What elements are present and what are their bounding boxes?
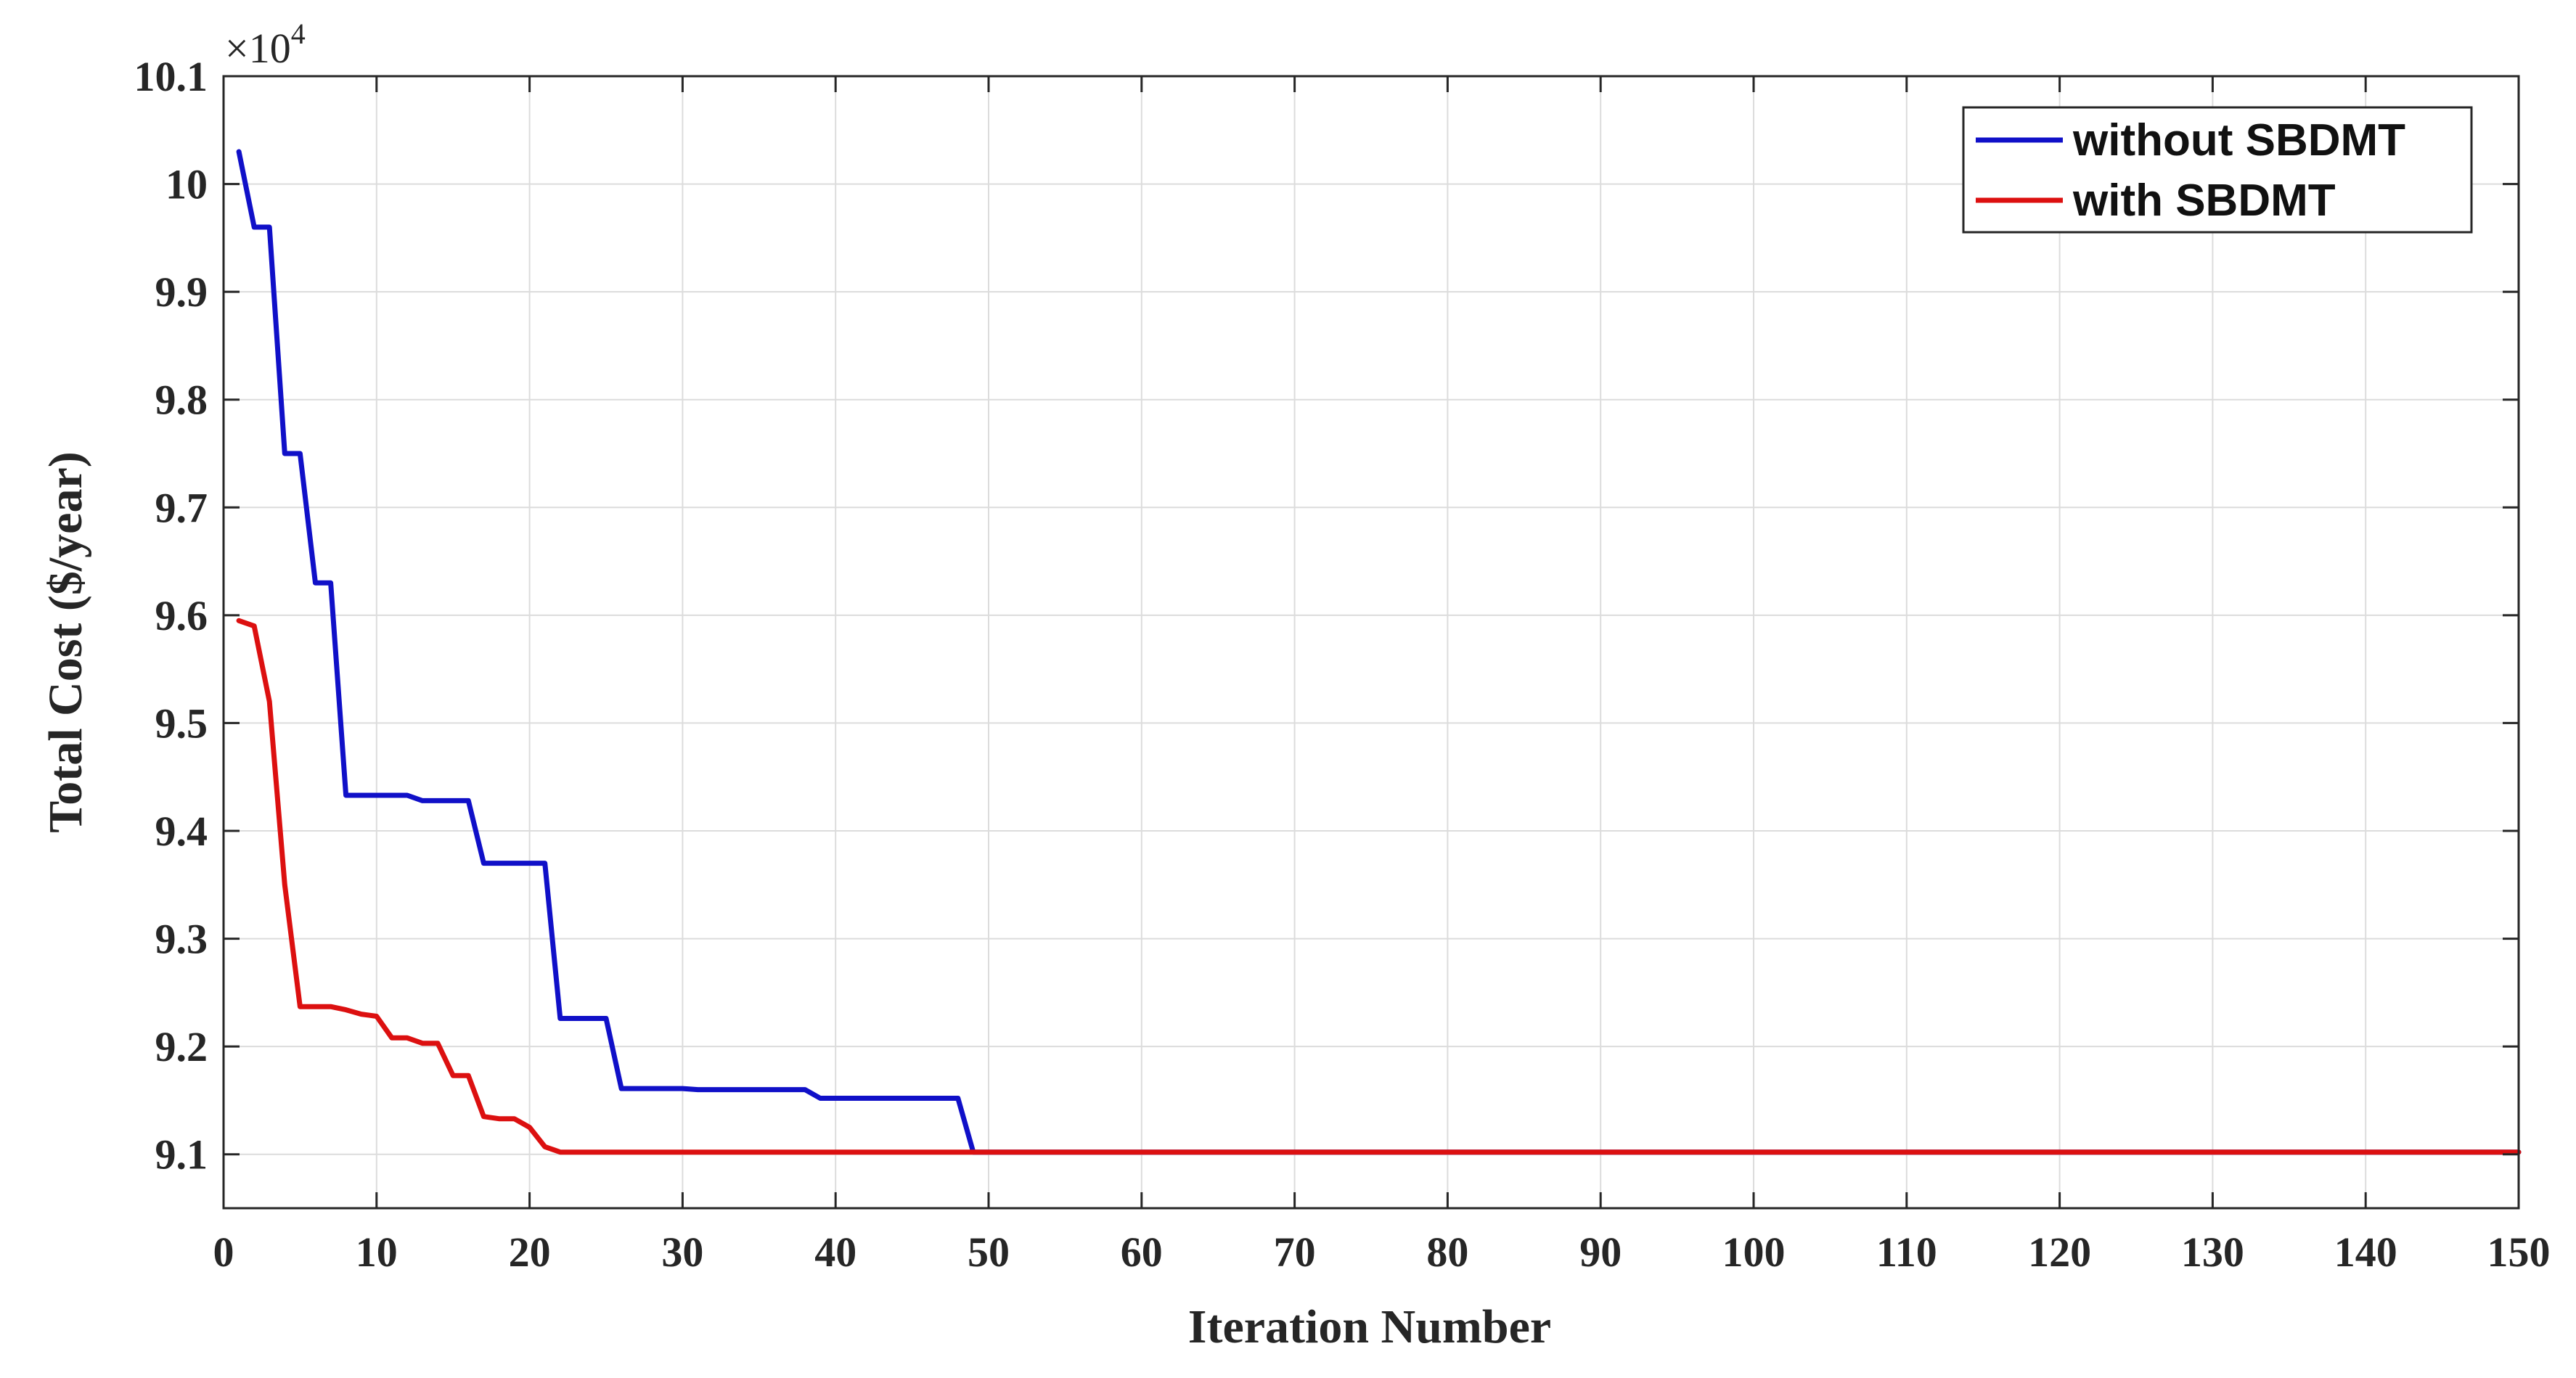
x-tick-label: 110 xyxy=(1876,1229,1937,1276)
x-tick-label: 140 xyxy=(2334,1229,2397,1276)
y-tick-label: 10 xyxy=(165,161,208,208)
x-tick-label: 80 xyxy=(1426,1229,1468,1276)
y-tick-label: 9.4 xyxy=(155,808,208,855)
legend: without SBDMT with SBDMT xyxy=(1962,106,2473,234)
y-tick-label: 9.7 xyxy=(155,484,208,531)
y-exponent-power: 4 xyxy=(291,17,306,50)
y-exponent-label: ×104 xyxy=(225,17,306,72)
x-tick-label: 100 xyxy=(1722,1229,1786,1276)
x-tick-label: 120 xyxy=(2028,1229,2091,1276)
y-tick-label: 9.1 xyxy=(155,1131,208,1178)
x-tick-label: 70 xyxy=(1274,1229,1316,1276)
x-tick-label: 20 xyxy=(509,1229,551,1276)
plot-area-frame xyxy=(222,75,2520,1210)
x-tick-label: 90 xyxy=(1579,1229,1622,1276)
x-tick-label: 30 xyxy=(661,1229,703,1276)
legend-box xyxy=(1962,106,2473,234)
axis-ticks: 0 10 20 30 40 50 60 70 80 90 100 110 120 130 140 150 9.1… xyxy=(134,53,2551,1276)
x-axis-title: Iteration Number xyxy=(1188,1300,1551,1353)
legend-label-with-sbdmt: with SBDMT xyxy=(2072,176,2336,226)
y-exponent-base: ×10 xyxy=(225,25,291,72)
x-tick-label: 10 xyxy=(356,1229,398,1276)
y-tick-label: 9.8 xyxy=(155,377,208,424)
series-lines xyxy=(236,149,2522,1155)
x-tick-label: 40 xyxy=(814,1229,856,1276)
legend-label-without-sbdmt: without SBDMT xyxy=(2072,115,2405,165)
series-line-with-sbdmt xyxy=(236,618,2522,1155)
x-tick-label: 130 xyxy=(2181,1229,2244,1276)
y-tick-label: 10.1 xyxy=(134,53,208,100)
y-tick-label: 9.6 xyxy=(155,592,208,639)
x-tick-label: 150 xyxy=(2487,1229,2551,1276)
y-tick-label: 9.9 xyxy=(155,268,208,316)
y-tick-label: 9.2 xyxy=(155,1023,208,1070)
y-tick-label: 9.3 xyxy=(155,916,208,963)
x-tick-label: 60 xyxy=(1121,1229,1163,1276)
y-tick-label: 9.5 xyxy=(155,700,208,747)
x-tick-label: 50 xyxy=(968,1229,1010,1276)
x-tick-label: 0 xyxy=(213,1229,234,1276)
y-axis-title: Total Cost ($/year) xyxy=(39,451,92,833)
series-line-without-sbdmt xyxy=(236,149,2522,1155)
